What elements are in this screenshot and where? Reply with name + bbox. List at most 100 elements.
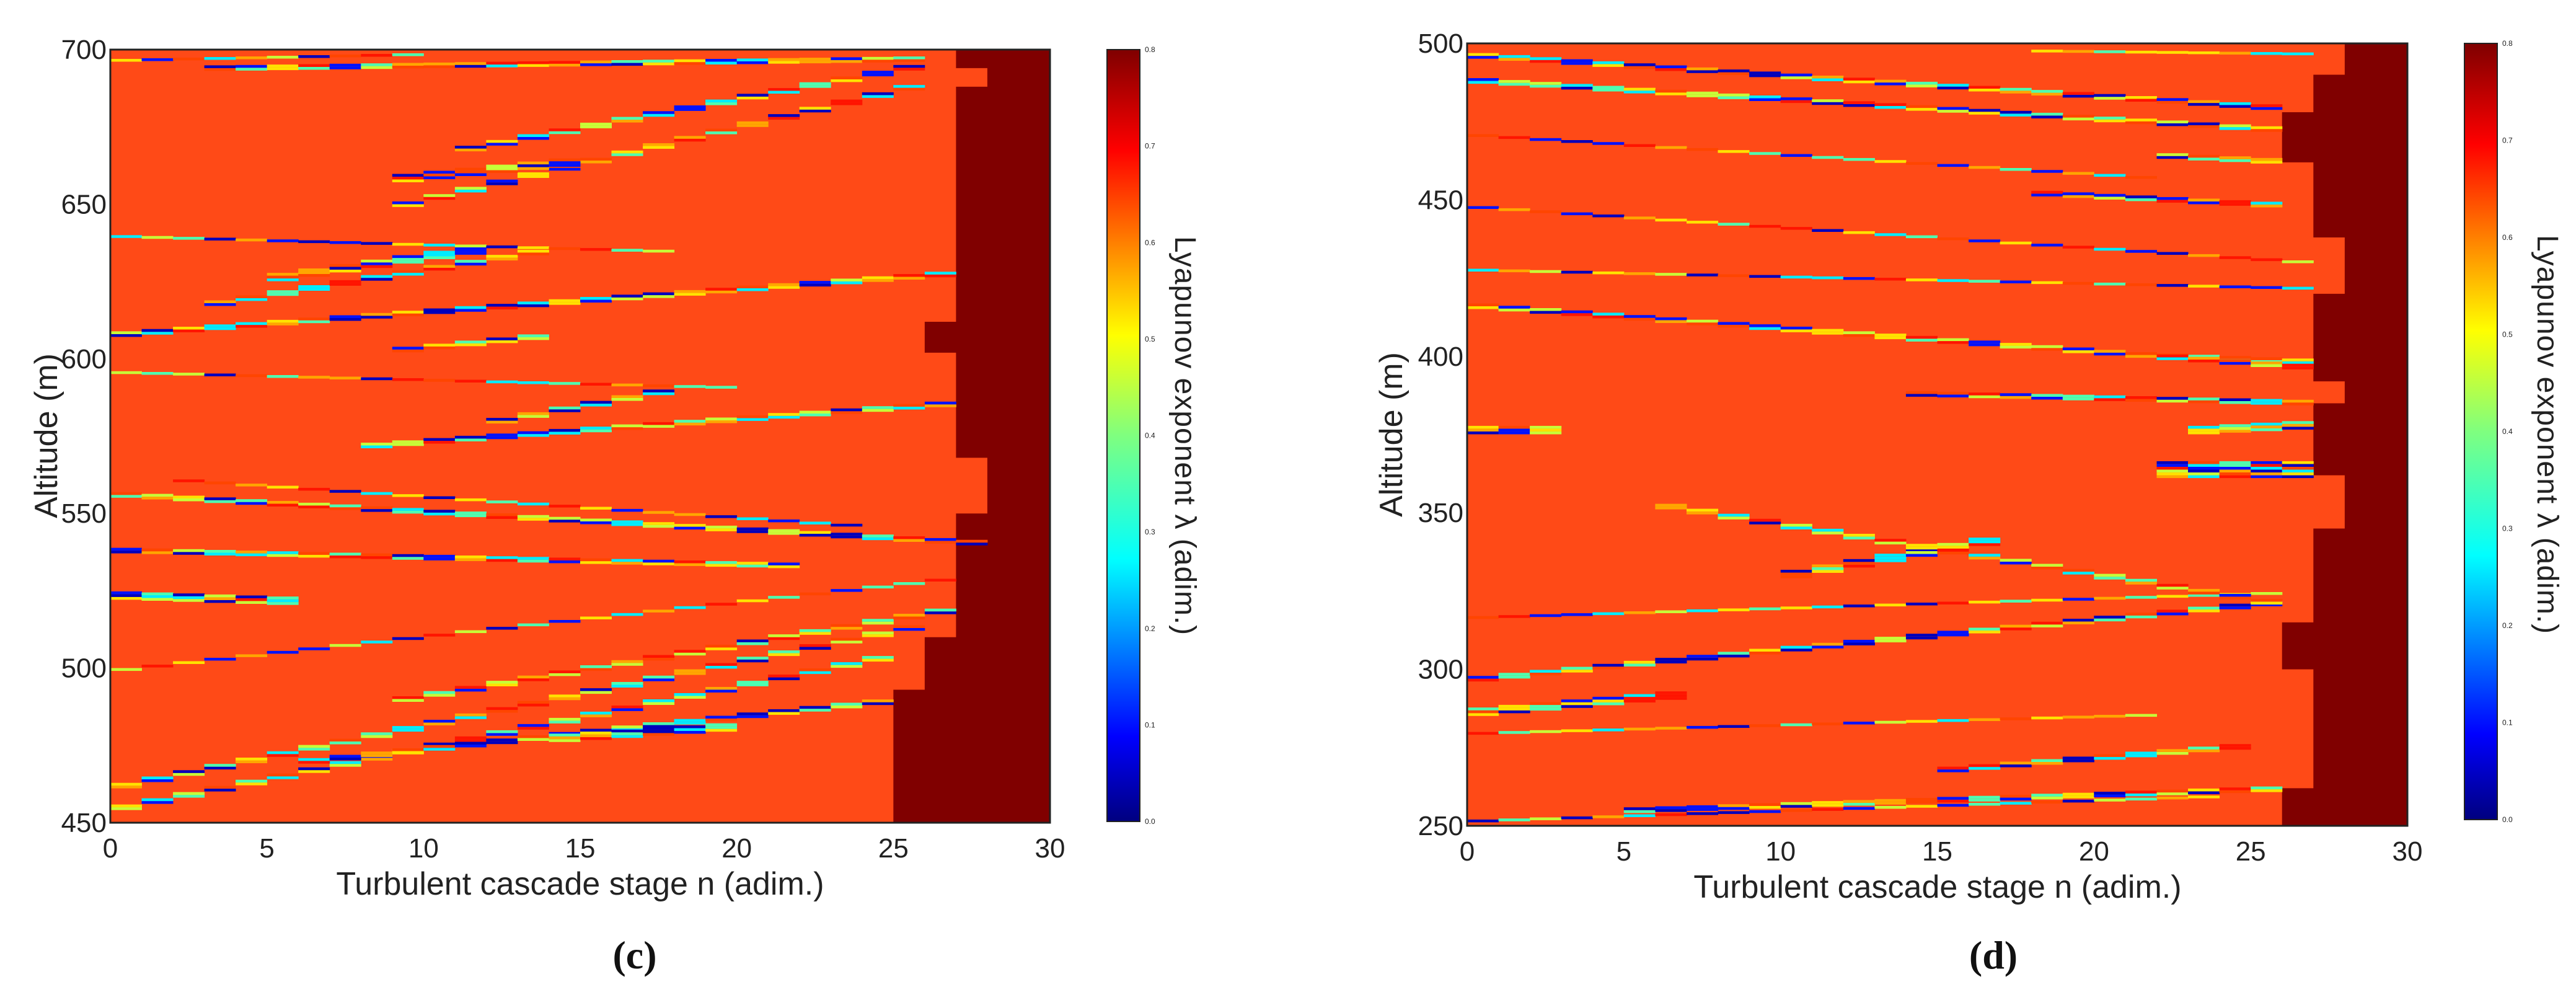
heatmap-cell: [956, 542, 988, 546]
heatmap-cell: [736, 562, 769, 565]
heatmap-cell: [862, 276, 894, 280]
heatmap-cell: [1687, 322, 1719, 325]
heatmap-cell: [924, 538, 956, 541]
heatmap-cell: [862, 71, 894, 74]
heatmap-cell: [2031, 621, 2063, 625]
heatmap-cell: [1905, 554, 1938, 557]
heatmap-cell: [705, 719, 738, 722]
heatmap-cell: [611, 729, 643, 733]
panel-d: 0 5 10 15 20 25 30 250 300 350 400 450 5…: [1374, 29, 2564, 977]
heatmap-cell: [2219, 593, 2251, 597]
heatmap-cell: [2125, 118, 2157, 122]
heatmap-cell: [549, 428, 581, 432]
heatmap-cell: [736, 58, 769, 61]
x-tick-label: 25: [878, 833, 909, 864]
heatmap-cell: [204, 481, 236, 485]
heatmap-cell: [1467, 678, 1499, 682]
heatmap-cell: [2219, 746, 2251, 750]
heatmap-cell: [2282, 363, 2314, 367]
heatmap-cell: [1843, 807, 1875, 810]
heatmap-cell: [204, 597, 236, 600]
heatmap-cell: [2282, 402, 2314, 405]
heatmap-cell: [2219, 603, 2251, 607]
heatmap-cell: [2156, 586, 2189, 590]
heatmap-cell: [236, 598, 268, 601]
heatmap-cell: [1969, 627, 2001, 631]
heatmap-cell: [1749, 521, 1781, 524]
heatmap-cell: [705, 61, 738, 64]
x-axis-label-c: Turbulent cascade stage n (adim.): [336, 866, 824, 902]
x-tick-label: 20: [2079, 836, 2109, 867]
heatmap-cell: [204, 65, 236, 68]
heatmap-cell: [1592, 696, 1625, 700]
x-tick-label: 5: [259, 833, 274, 864]
heatmap-cell: [1623, 317, 1656, 321]
heatmap-cell: [236, 760, 268, 763]
heatmap-cell: [2125, 582, 2157, 585]
heatmap-cell: [2094, 616, 2126, 619]
heatmap-cell: [110, 59, 142, 62]
heatmap-cell: [298, 745, 330, 748]
heatmap-cell: [1812, 528, 1844, 532]
heatmap-cell: [1467, 676, 1499, 679]
heatmap-cell: [1905, 603, 1938, 606]
heatmap-cell: [486, 683, 518, 686]
heatmap-cell: [893, 539, 925, 542]
heatmap-cell: [1874, 79, 1907, 83]
heatmap-cell: [454, 686, 487, 689]
heatmap-cell: [1874, 336, 1907, 340]
heatmap-cell: [298, 761, 330, 764]
heatmap-cell: [705, 561, 738, 564]
heatmap-cell: [1623, 87, 1656, 91]
heatmap-cell: [1937, 551, 1969, 555]
heatmap-cell: [580, 691, 612, 694]
heatmap-cell: [454, 741, 487, 745]
heatmap-cell: [674, 652, 706, 656]
heatmap-cell: [611, 117, 643, 120]
heatmap-cell: [2219, 596, 2251, 600]
heatmap-cell: [517, 415, 549, 418]
heatmap-cell: [2125, 399, 2157, 402]
heatmap-cell: [1969, 540, 2001, 544]
heatmap-cell: [2125, 613, 2157, 616]
heatmap-cell: [1655, 727, 1687, 730]
heatmap-cell: [236, 322, 268, 325]
heatmap-cell: [2094, 573, 2126, 577]
heatmap-cell: [799, 281, 831, 284]
heatmap-cell: [2094, 352, 2126, 356]
heatmap-cell: [454, 252, 487, 255]
heatmap-cell: [1874, 539, 1907, 542]
heatmap-cell: [549, 299, 581, 303]
heatmap-cell: [267, 293, 299, 296]
heatmap-cell: [1655, 273, 1687, 276]
heatmap-cell: [580, 125, 612, 128]
heatmap-cell: [2188, 425, 2220, 429]
heatmap-cell: [454, 343, 487, 347]
heatmap-cell: [110, 551, 142, 554]
heatmap-cell: [267, 773, 299, 777]
heatmap-cell: [2188, 795, 2220, 799]
heatmap-cell: [267, 751, 299, 755]
heatmap-cell: [361, 506, 393, 510]
heatmap-cell: [1623, 694, 1656, 697]
heatmap-cell: [2219, 401, 2251, 404]
heatmap-cell: [2188, 609, 2220, 613]
heatmap-cell: [674, 672, 706, 675]
panel-c: 0 5 10 15 20 25 30 450 500 550 600 650 7…: [29, 35, 1201, 977]
heatmap-cell: [267, 503, 299, 507]
heatmap-cell: [2000, 627, 2032, 631]
colorbar-tick-label: 0.4: [2502, 427, 2513, 436]
heatmap-cell: [862, 658, 894, 662]
heatmap-cell: [141, 372, 174, 375]
heatmap-cell: [1687, 91, 1719, 95]
heatmap-cell: [423, 691, 456, 694]
heatmap-cell: [517, 175, 549, 178]
heatmap-cell: [549, 694, 581, 697]
heatmap-cell: [2282, 467, 2314, 470]
heatmap-cell: [736, 681, 769, 684]
heatmap-cell: [267, 278, 299, 281]
heatmap-cell: [893, 64, 925, 68]
heatmap-cell: [2031, 345, 2063, 348]
heatmap-cell: [392, 557, 424, 560]
heatmap-cell: [2219, 467, 2251, 470]
